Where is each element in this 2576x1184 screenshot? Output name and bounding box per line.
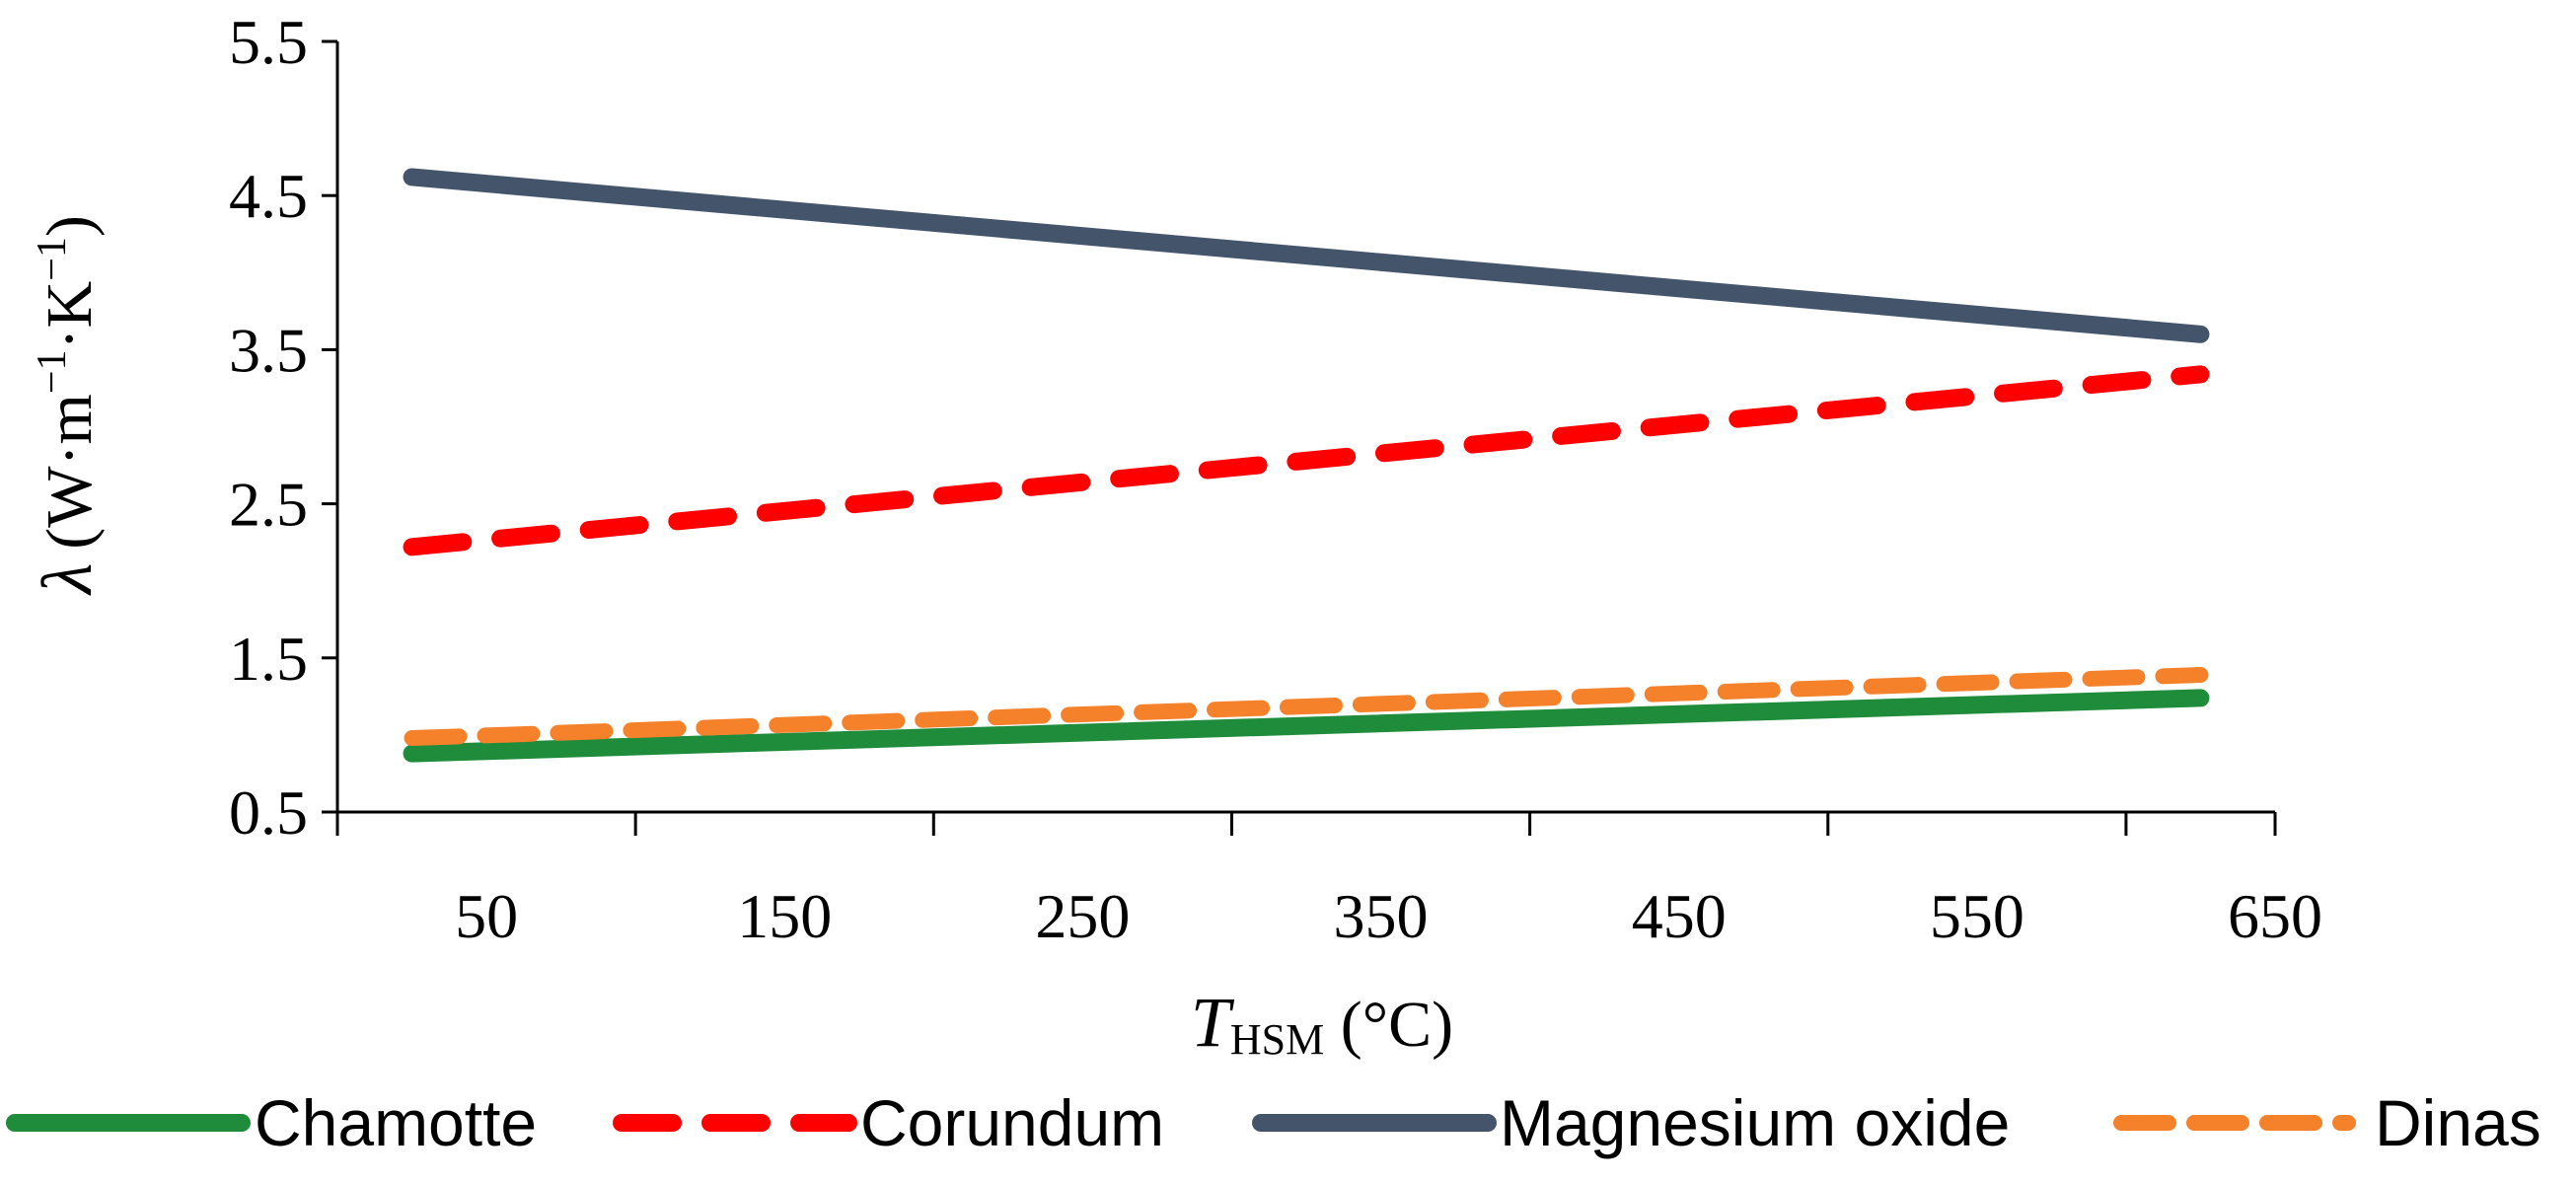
y-axis-title: λ(W·m−1·K−1) xyxy=(28,215,107,596)
legend-item-dinas: Dinas xyxy=(2113,1086,2541,1159)
legend-label-corundum: Corundum xyxy=(860,1086,1164,1159)
y-tick-label: 4.5 xyxy=(229,161,308,231)
y-axis-title-exp2: −1 xyxy=(30,237,75,281)
y-tick-label: 2.5 xyxy=(229,470,308,540)
legend-item-corundum: Corundum xyxy=(613,1086,1164,1159)
x-tick-label: 450 xyxy=(1632,881,1727,951)
legend-label-dinas: Dinas xyxy=(2375,1086,2541,1159)
x-tick-label: 250 xyxy=(1035,881,1130,951)
y-axis-title-mid: ·K xyxy=(34,281,106,350)
x-axis-title-subscript: HSM xyxy=(1230,1015,1324,1064)
x-tick-label: 50 xyxy=(455,881,518,951)
axes xyxy=(335,41,2275,814)
legend-label-magnesium-oxide: Magnesium oxide xyxy=(1500,1086,2010,1159)
y-tick-labels: 0.5 1.5 2.5 3.5 4.5 5.5 xyxy=(229,7,337,848)
y-tick-label: 5.5 xyxy=(229,7,308,77)
y-axis-title-symbol: λ xyxy=(28,563,107,596)
x-axis-title-main: T xyxy=(1191,983,1235,1062)
x-tick-labels: 50 150 250 350 450 550 650 xyxy=(335,812,2322,951)
y-axis-title-exp1: −1 xyxy=(30,349,75,394)
series-lines xyxy=(403,168,2210,763)
legend-label-chamotte: Chamotte xyxy=(255,1086,537,1159)
legend-item-chamotte: Chamotte xyxy=(6,1086,537,1159)
series-line-corundum xyxy=(403,365,2210,556)
y-tick-label: 3.5 xyxy=(229,315,308,385)
y-tick-label: 0.5 xyxy=(229,777,308,848)
series-line-dinas xyxy=(404,666,2209,747)
x-axis-title-suffix: (°C) xyxy=(1324,989,1453,1061)
x-tick-label: 650 xyxy=(2228,881,2322,951)
y-axis-title-close: ) xyxy=(34,215,106,237)
y-axis-title-unit: (W·m xyxy=(34,394,106,550)
x-tick-label: 150 xyxy=(737,881,832,951)
x-tick-label: 550 xyxy=(1930,881,2024,951)
x-axis-title: THSM (°C) xyxy=(1191,983,1453,1064)
series-line-magnesium-oxide xyxy=(403,168,2210,343)
legend-item-magnesium-oxide: Magnesium oxide xyxy=(1252,1086,2010,1159)
y-tick-label: 1.5 xyxy=(229,624,308,694)
series-line-chamotte xyxy=(403,689,2210,763)
x-tick-label: 350 xyxy=(1334,881,1429,951)
legend: Chamotte Corundum Magnesium oxide Dinas xyxy=(6,1086,2541,1159)
